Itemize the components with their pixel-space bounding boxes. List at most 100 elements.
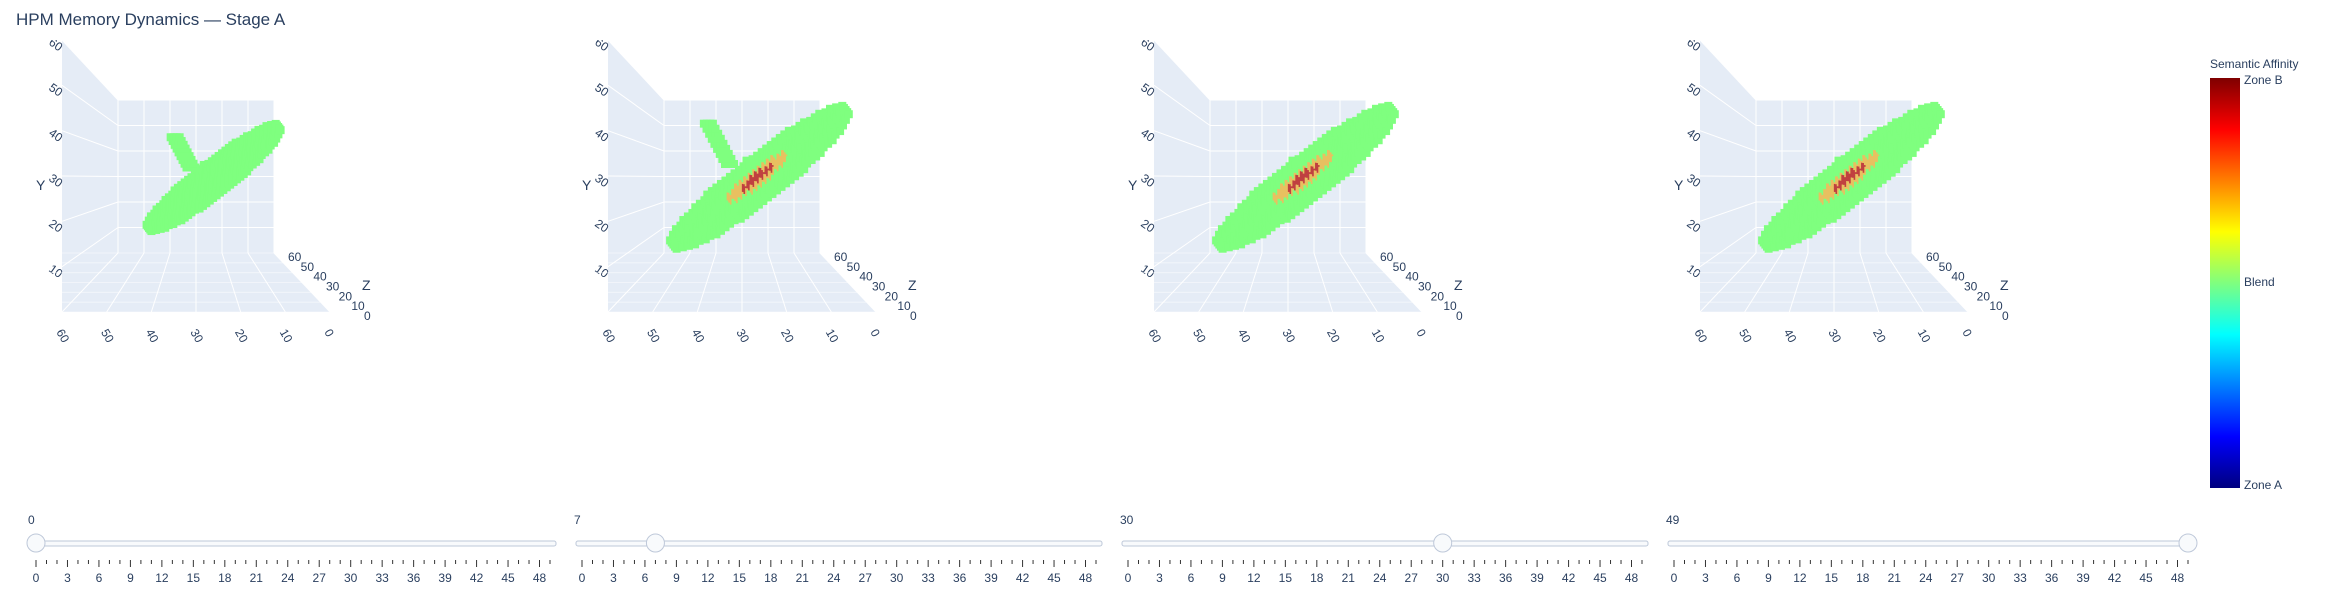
colorbar: Semantic Affinity Zone B Blend Zone A xyxy=(2200,54,2330,504)
voxel-point xyxy=(716,134,725,143)
frame-slider-3[interactable]: 30 0 3 6 9 12 15 18 21 24 27 30 33 36 39 42 45 48 xyxy=(1116,512,1664,592)
z-tick-label: 60 xyxy=(288,250,302,264)
voxel-point xyxy=(1300,200,1309,209)
slider-tick-label: 6 xyxy=(96,571,103,585)
voxel-point xyxy=(1930,121,1939,130)
slider-handle[interactable] xyxy=(1433,533,1453,553)
voxel-point xyxy=(276,126,285,135)
z-axis-label: Z xyxy=(1454,277,1463,293)
data-cloud xyxy=(1212,101,1399,253)
scene-panel-1[interactable]: 0 10 20 30 40 50 60 10 20 30 40 50 60 0 10 20 30 40 50 60 Y Z xyxy=(32,40,592,490)
voxel-point xyxy=(777,182,786,191)
voxel-point xyxy=(816,148,825,157)
voxel-point xyxy=(836,127,845,136)
voxel-point xyxy=(1218,244,1227,253)
scene-panel-2[interactable]: 0 10 20 30 40 50 60 10 20 30 40 50 60 0 10 20 30 40 50 60 Y Z xyxy=(578,40,1138,490)
voxel-point xyxy=(1846,200,1855,209)
voxel-point xyxy=(1287,211,1296,220)
slider-handle[interactable] xyxy=(26,533,46,553)
voxel-point xyxy=(1793,235,1802,244)
slider-tick-label: 9 xyxy=(1219,571,1226,585)
voxel-point xyxy=(1272,219,1281,228)
voxel-point xyxy=(274,130,283,139)
z-tick-label: 10 xyxy=(1443,299,1457,313)
voxel-point xyxy=(754,200,763,209)
scene-panel-3[interactable]: 0 10 20 30 40 50 60 10 20 30 40 50 60 0 10 20 30 40 50 60 Y Z xyxy=(1124,40,1684,490)
voxel-point xyxy=(1252,231,1261,240)
gridline-y xyxy=(1153,227,1211,268)
voxel-point xyxy=(243,167,252,176)
voxel-point xyxy=(1365,143,1374,152)
colorbar-title: Semantic Affinity xyxy=(2210,57,2299,71)
voxel-point xyxy=(772,186,781,195)
voxel-point xyxy=(1387,115,1396,124)
gridline-y xyxy=(607,227,665,268)
frame-slider-1[interactable]: 0 0 3 6 9 12 15 18 21 24 27 30 33 36 39 42 45 48 xyxy=(24,512,572,592)
voxel-point xyxy=(678,243,687,252)
x-tick-label: 0 xyxy=(1959,327,1975,340)
voxel-point xyxy=(812,152,821,161)
voxel-point xyxy=(1370,139,1379,148)
slider-handle[interactable] xyxy=(2178,533,2198,553)
slider-tick-label: 39 xyxy=(2076,571,2090,585)
voxel-point xyxy=(745,207,754,216)
gridline-y xyxy=(1699,227,1757,268)
voxel-point xyxy=(1346,165,1355,174)
page-title: HPM Memory Dynamics — Stage A xyxy=(16,10,286,29)
x-tick-label: 10 xyxy=(823,327,842,346)
voxel-point xyxy=(691,240,700,249)
slider-tick-label: 27 xyxy=(859,571,873,585)
slider-handle[interactable] xyxy=(645,533,665,553)
voxel-point xyxy=(1267,223,1276,232)
gridline-y xyxy=(1153,175,1211,177)
x-tick-label: 10 xyxy=(1915,327,1934,346)
x-tick-label: 0 xyxy=(1413,327,1429,340)
z-tick-label: 10 xyxy=(897,299,911,313)
voxel-point xyxy=(1770,243,1779,252)
z-tick-label: 0 xyxy=(364,309,371,323)
frame-slider-2[interactable]: 7 0 3 6 9 12 15 18 21 24 27 30 33 36 39 42 45 48 xyxy=(570,512,1118,592)
x-tick-label: 0 xyxy=(867,327,883,340)
slider-tick-label: 36 xyxy=(1499,571,1513,585)
voxel-point xyxy=(791,172,800,181)
slider-tick-label: 27 xyxy=(313,571,327,585)
slider-tick-label: 9 xyxy=(1765,571,1772,585)
slider-tick-label: 24 xyxy=(1919,571,1933,585)
voxel-point xyxy=(1318,186,1327,195)
voxel-point xyxy=(1911,143,1920,152)
scene-panel-4[interactable]: 0 10 20 30 40 50 60 10 20 30 40 50 60 0 10 20 30 40 50 60 Y Z xyxy=(1670,40,2230,490)
y-axis-label: Y xyxy=(1128,177,1138,193)
voxel-point xyxy=(1864,186,1873,195)
frame-slider-4[interactable]: 49 0 3 6 9 12 15 18 21 24 27 30 33 36 39 42 45 48 xyxy=(1662,512,2210,592)
voxel-point xyxy=(1323,182,1332,191)
z-axis-label: Z xyxy=(2000,277,2009,293)
voxel-point xyxy=(1241,236,1250,245)
voxel-point xyxy=(1362,148,1371,157)
gridline-y xyxy=(61,201,119,222)
slider-tick-label: 48 xyxy=(2171,571,2185,585)
slider-tick-label: 18 xyxy=(1310,571,1324,585)
slider-tick-label: 48 xyxy=(1625,571,1639,585)
voxel-point xyxy=(786,175,795,184)
voxel-point xyxy=(1837,207,1846,216)
gridline-y xyxy=(61,130,119,152)
voxel-point xyxy=(800,165,809,174)
z-tick-label: 10 xyxy=(1989,299,2003,313)
voxel-point xyxy=(1296,204,1305,213)
slider-tick-label: 36 xyxy=(407,571,421,585)
voxel-point xyxy=(1804,230,1813,239)
z-tick-label: 50 xyxy=(1939,260,1953,274)
slider-tick-label: 0 xyxy=(1125,571,1132,585)
slider-tick-label: 9 xyxy=(673,571,680,585)
voxel-point xyxy=(716,226,725,235)
slider-tick-label: 39 xyxy=(1530,571,1544,585)
slider-tick-label: 12 xyxy=(1247,571,1261,585)
colorbar-label-zone-a: Zone A xyxy=(2244,478,2282,492)
voxel-point xyxy=(727,154,736,163)
gridline-y xyxy=(1699,84,1757,126)
z-tick-label: 30 xyxy=(872,280,886,294)
slider-tick-label: 15 xyxy=(1279,571,1293,585)
voxel-point xyxy=(750,204,759,213)
voxel-point xyxy=(730,216,739,225)
gridline-y xyxy=(61,227,119,268)
